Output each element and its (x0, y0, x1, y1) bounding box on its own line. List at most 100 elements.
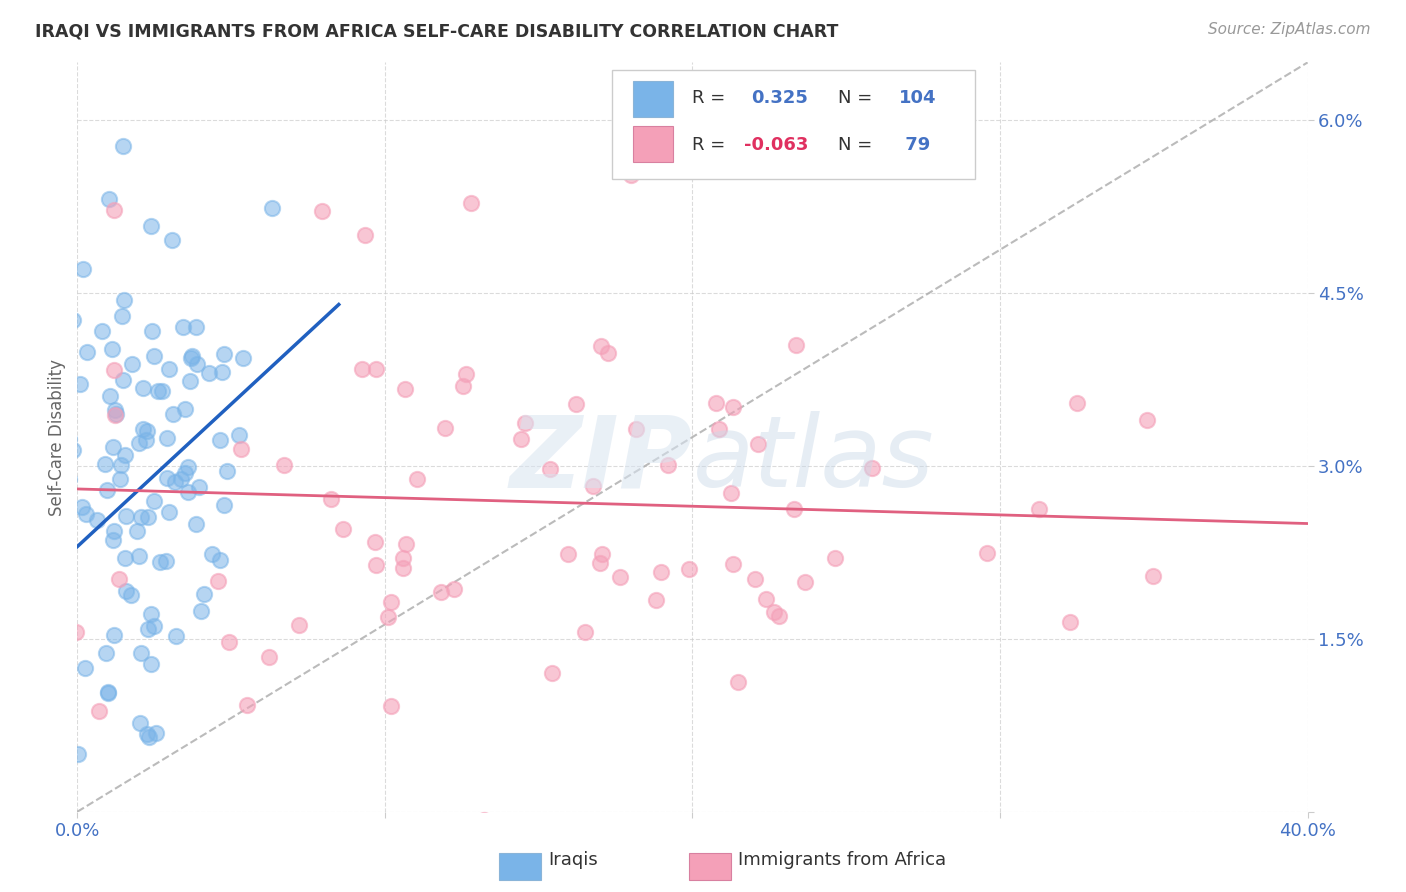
Point (141, 324, 163, 338)
Point (793, 575, 815, 590)
Point (87, 704, 110, 718)
Point (103, 203, 125, 218)
Point (557, 547, 579, 561)
Point (120, 588, 142, 602)
Point (596, 346, 619, 360)
Point (380, 595, 402, 609)
Point (197, 366, 219, 380)
Text: IRAQI VS IMMIGRANTS FROM AFRICA SELF-CARE DISABILITY CORRELATION CHART: IRAQI VS IMMIGRANTS FROM AFRICA SELF-CAR… (35, 22, 838, 40)
Point (150, 384, 173, 398)
Point (209, 433, 232, 447)
Point (380, 698, 402, 713)
Point (678, 561, 700, 575)
Text: -0.063: -0.063 (744, 136, 808, 153)
Point (103, 362, 125, 376)
Point (157, 361, 180, 376)
Point (172, 319, 194, 334)
Point (103, 628, 125, 642)
Point (108, 573, 131, 587)
Point (101, 342, 124, 356)
Y-axis label: Self-Care Disability: Self-Care Disability (48, 359, 66, 516)
Point (105, 407, 128, 421)
Point (721, 400, 744, 414)
Point (156, 431, 179, 445)
Point (0, 409, 8, 423)
Point (110, 458, 132, 472)
Point (260, 201, 283, 215)
Point (114, 550, 136, 565)
Point (165, 629, 187, 643)
Point (145, 725, 167, 739)
Point (350, 362, 373, 376)
Point (311, 204, 333, 219)
Point (143, 493, 166, 508)
Point (394, 382, 416, 396)
Point (209, 553, 232, 567)
Point (236, 698, 259, 712)
Point (75, 507, 97, 521)
Point (129, 510, 152, 524)
Point (163, 475, 186, 489)
Point (104, 402, 127, 417)
Point (862, 460, 884, 475)
Point (72, 261, 94, 276)
Point (215, 465, 238, 479)
Point (129, 646, 152, 660)
Point (405, 472, 427, 486)
Point (201, 547, 224, 561)
Point (707, 422, 730, 436)
Point (211, 365, 233, 379)
Point (451, 379, 474, 393)
Point (762, 605, 785, 619)
Point (96, 483, 118, 497)
Text: ZIP: ZIP (509, 411, 693, 508)
Text: Immigrants from Africa: Immigrants from Africa (738, 851, 946, 869)
Point (785, 338, 807, 352)
Point (128, 716, 150, 731)
Point (62, 442, 84, 457)
Point (156, 470, 179, 484)
Point (1136, 413, 1159, 427)
Point (218, 635, 240, 649)
Point (657, 458, 679, 472)
Point (190, 603, 212, 617)
FancyBboxPatch shape (613, 70, 976, 178)
Text: Iraqis: Iraqis (548, 851, 598, 869)
Point (433, 420, 456, 434)
Point (112, 138, 135, 153)
Point (620, 168, 643, 182)
Point (1028, 502, 1050, 516)
Point (186, 320, 208, 334)
Point (177, 485, 200, 500)
Point (366, 558, 388, 572)
Point (187, 480, 209, 494)
Point (395, 537, 418, 551)
Point (148, 384, 170, 399)
Point (174, 401, 197, 416)
Point (103, 440, 125, 454)
Point (34, 500, 56, 515)
Point (609, 570, 631, 584)
Point (744, 572, 766, 586)
Point (114, 508, 136, 523)
FancyBboxPatch shape (634, 81, 673, 117)
Point (720, 486, 742, 500)
Point (141, 219, 163, 233)
Point (73, 661, 96, 675)
Point (115, 584, 138, 599)
Point (76, 345, 98, 359)
Point (538, 462, 561, 476)
Point (142, 619, 165, 633)
Point (232, 351, 254, 365)
Point (127, 524, 149, 538)
Point (86, 513, 108, 527)
Point (727, 674, 749, 689)
Point (67, 747, 90, 762)
Point (103, 524, 125, 538)
Point (62, 313, 84, 327)
Text: 0.325: 0.325 (752, 88, 808, 107)
Point (177, 460, 200, 475)
Point (169, 472, 191, 486)
Point (138, 509, 160, 524)
Point (184, 517, 207, 532)
